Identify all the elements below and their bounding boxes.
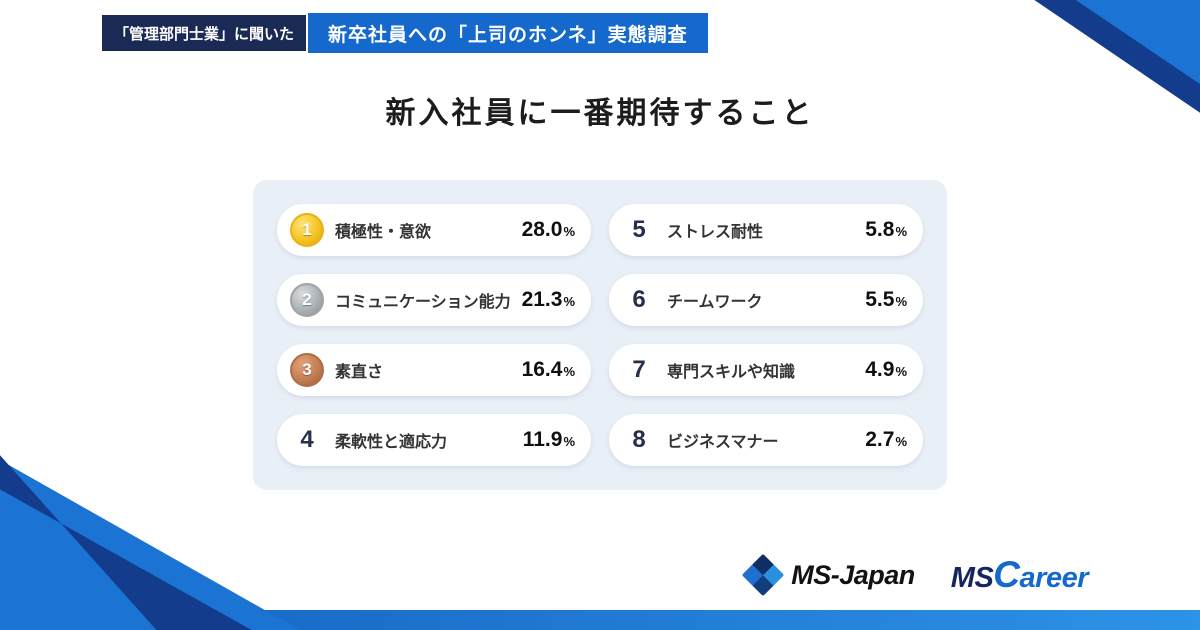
rank-4-box: 4 [287, 426, 327, 454]
value-number: 21.3 [521, 288, 563, 311]
percent-sign: % [895, 434, 907, 449]
header-badge: 「管理部門士業」に聞いた [100, 13, 309, 53]
rank-2-box: 2 [287, 283, 327, 317]
ranking-item-6: 6 チームワーク 5.5 % [609, 274, 923, 326]
rank-6-box: 6 [619, 286, 659, 314]
ranking-item-8: 8 ビジネスマナー 2.7 % [609, 414, 923, 466]
header: 「管理部門士業」に聞いた 新卒社員への「上司のホンネ」実態調査 [100, 13, 708, 53]
percent-sign: % [895, 364, 907, 379]
percent-sign: % [563, 224, 575, 239]
footer-logos: MS-Japan MSCareer [742, 553, 1089, 597]
ranking-item-3: 3 素直さ 16.4 % [277, 344, 591, 396]
ranking-item-label: 素直さ [335, 364, 384, 381]
ranking-item-label: チームワーク [667, 294, 763, 311]
ranking-item-label: ビジネスマナー [667, 434, 779, 451]
silver-medal-icon: 2 [290, 283, 324, 317]
ranking-item-value: 2.7 % [865, 428, 907, 452]
ranking-item-7: 7 専門スキルや知識 4.9 % [609, 344, 923, 396]
bottom-blue-bar [0, 610, 1200, 630]
rank-7-box: 7 [619, 356, 659, 384]
value-number: 2.7 [865, 428, 895, 451]
percent-sign: % [563, 434, 575, 449]
ms-career-logo: MSCareer [950, 554, 1089, 596]
value-number: 28.0 [521, 218, 563, 241]
ranking-item-value: 5.5 % [865, 288, 907, 312]
bronze-medal-icon: 3 [290, 353, 324, 387]
ranking-item-value: 21.3 % [522, 288, 575, 312]
ranking-item-label: 専門スキルや知識 [667, 364, 796, 381]
rank-3-box: 3 [287, 353, 327, 387]
value-number: 16.4 [521, 358, 563, 381]
rank-1-box: 1 [287, 213, 327, 247]
ranking-item-4: 4 柔軟性と適応力 11.9 % [277, 414, 591, 466]
ms-japan-diamond-icon [742, 553, 785, 597]
rank-number: 4 [300, 426, 314, 453]
value-number: 4.9 [865, 358, 895, 381]
ms-japan-wordmark: MS-Japan [791, 559, 915, 590]
percent-sign: % [895, 294, 907, 309]
ranking-item-value: 4.9 % [865, 358, 907, 382]
percent-sign: % [563, 364, 575, 379]
percent-sign: % [563, 294, 575, 309]
ranking-item-label: 積極性・意欲 [335, 224, 432, 241]
ranking-item-label: コミュニケーション能力 [335, 294, 511, 311]
page-title: 新入社員に一番期待すること [385, 97, 815, 130]
gold-medal-icon: 1 [290, 213, 324, 247]
value-number: 5.5 [865, 288, 895, 311]
value-number: 5.8 [865, 218, 895, 241]
ranking-item-label: ストレス耐性 [667, 224, 764, 241]
ranking-item-label: 柔軟性と適応力 [335, 434, 448, 451]
header-banner: 新卒社員への「上司のホンネ」実態調査 [308, 13, 708, 53]
ranking-item-value: 28.0 % [522, 218, 575, 242]
rank-number: 6 [632, 286, 646, 313]
ranking-item-value: 5.8 % [865, 218, 907, 242]
ranking-item-5: 5 ストレス耐性 5.8 % [609, 204, 923, 256]
ranking-panel: 1 積極性・意欲 28.0 % 2 コミュニケーション能力 21.3 % 3 素… [253, 180, 947, 490]
ranking-item-value: 16.4 % [522, 358, 575, 382]
value-number: 11.9 [522, 428, 563, 451]
ranking-item-1: 1 積極性・意欲 28.0 % [277, 204, 591, 256]
rank-number: 7 [632, 356, 646, 383]
ms-japan-logo: MS-Japan [742, 553, 915, 597]
ms-career-suffix: Career [993, 554, 1088, 595]
rank-5-box: 5 [619, 216, 659, 244]
percent-sign: % [895, 224, 907, 239]
rank-number: 5 [632, 216, 646, 243]
ranking-item-2: 2 コミュニケーション能力 21.3 % [277, 274, 591, 326]
rank-number: 8 [632, 426, 646, 453]
ms-career-prefix: MS [950, 562, 994, 594]
rank-8-box: 8 [619, 426, 659, 454]
ranking-item-value: 11.9 % [523, 428, 575, 452]
